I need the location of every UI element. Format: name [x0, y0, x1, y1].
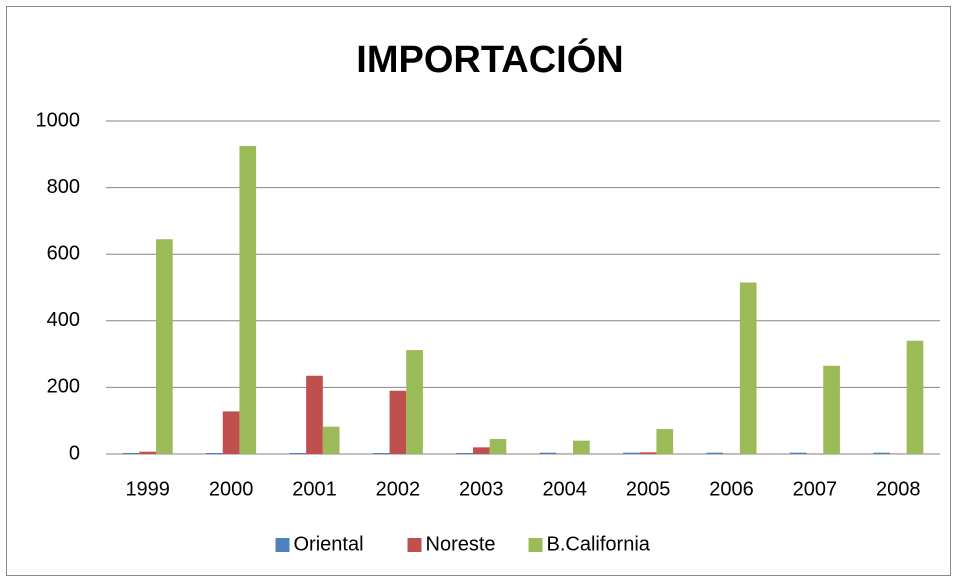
bar	[139, 451, 157, 454]
x-tick-label: 2001	[292, 478, 337, 500]
bar	[372, 453, 390, 454]
legend-label: Oriental	[294, 533, 364, 555]
y-tick-label: 1000	[36, 109, 81, 131]
bar	[206, 453, 223, 454]
bar	[656, 429, 674, 454]
bar	[739, 282, 757, 454]
bar	[573, 440, 590, 454]
bar	[156, 239, 173, 454]
x-tick-label: 2004	[542, 478, 587, 500]
bar	[289, 453, 307, 454]
y-tick-label: 200	[47, 376, 80, 398]
x-tick-label: 2008	[876, 478, 921, 500]
bar	[623, 452, 640, 454]
x-tick-label: 2002	[376, 478, 421, 500]
legend-label: B.California	[547, 533, 651, 555]
y-tick-label: 0	[69, 442, 80, 464]
bar	[322, 426, 340, 454]
bar	[122, 453, 140, 454]
x-tick-label: 2005	[626, 478, 671, 500]
x-tick-label: 2007	[793, 478, 838, 500]
x-tick-label: 2003	[459, 478, 504, 500]
x-tick-label: 2000	[209, 478, 254, 500]
bar	[706, 452, 724, 454]
bar	[406, 350, 423, 454]
bar	[873, 452, 890, 454]
legend-swatch	[528, 538, 543, 552]
bar	[222, 411, 240, 454]
y-tick-label: 600	[47, 242, 80, 264]
legend-label: Noreste	[426, 533, 496, 555]
bar	[906, 340, 924, 454]
y-tick-label: 400	[47, 309, 80, 331]
bar	[639, 452, 657, 454]
x-tick-label: 2006	[709, 478, 754, 500]
bar	[472, 447, 490, 454]
bar	[489, 439, 507, 454]
legend-swatch	[275, 538, 290, 552]
x-tick-label: 1999	[125, 478, 170, 500]
bar	[539, 452, 557, 454]
legend-swatch	[407, 538, 422, 552]
bar	[239, 145, 257, 454]
bar	[789, 452, 807, 454]
bar	[456, 453, 473, 454]
bar	[389, 390, 407, 454]
bar	[823, 365, 840, 454]
bar	[306, 375, 323, 454]
chart-title: IMPORTACIÓN	[356, 37, 623, 81]
y-tick-label: 800	[47, 176, 80, 198]
